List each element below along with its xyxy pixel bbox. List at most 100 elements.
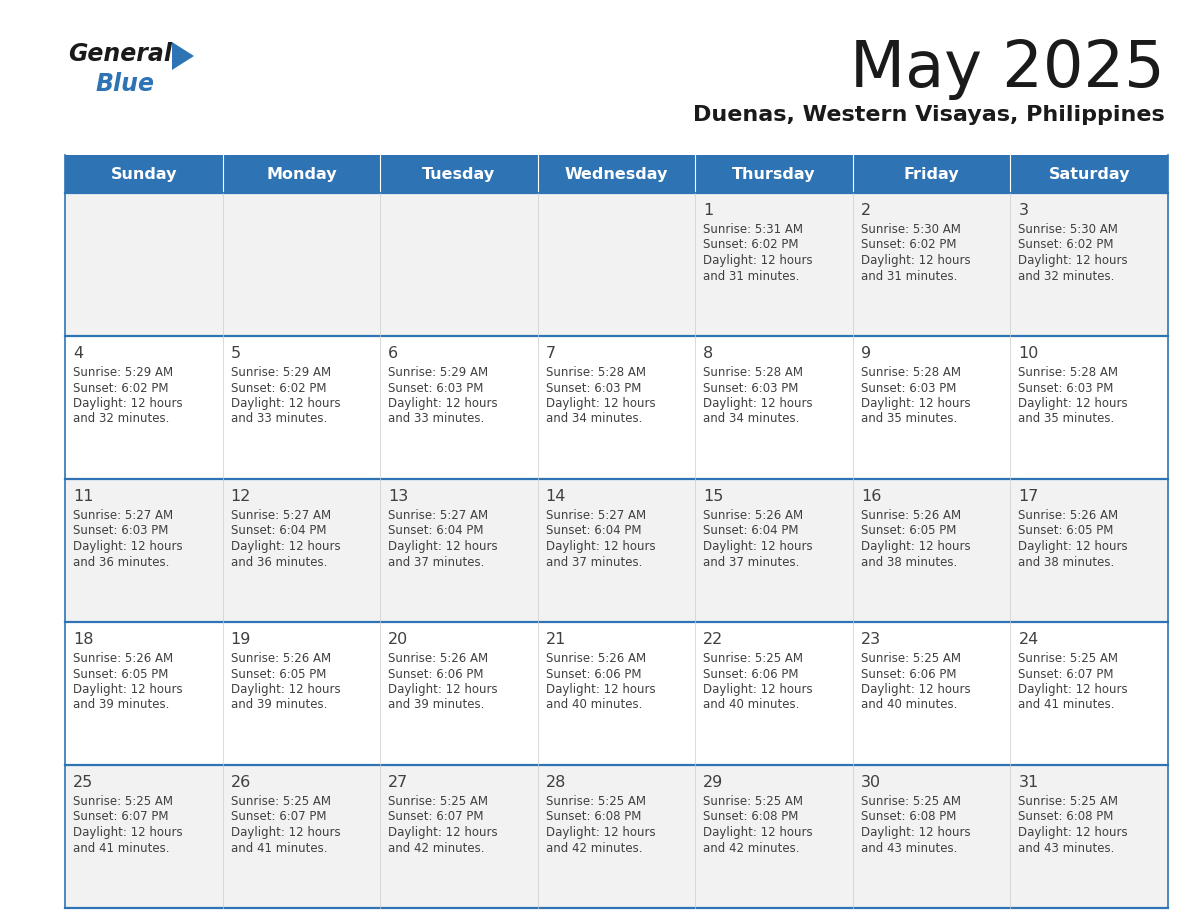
Text: 4: 4 <box>72 346 83 361</box>
Text: Daylight: 12 hours: Daylight: 12 hours <box>388 397 498 410</box>
Text: 31: 31 <box>1018 775 1038 790</box>
Text: Daylight: 12 hours: Daylight: 12 hours <box>72 397 183 410</box>
Text: Sunset: 6:07 PM: Sunset: 6:07 PM <box>230 811 326 823</box>
Text: May 2025: May 2025 <box>851 38 1165 100</box>
Text: Sunrise: 5:29 AM: Sunrise: 5:29 AM <box>230 366 330 379</box>
Text: Sunset: 6:03 PM: Sunset: 6:03 PM <box>388 382 484 395</box>
Text: Sunset: 6:05 PM: Sunset: 6:05 PM <box>861 524 956 538</box>
Text: 11: 11 <box>72 489 94 504</box>
Bar <box>222 155 380 193</box>
Text: 16: 16 <box>861 489 881 504</box>
Text: and 42 minutes.: and 42 minutes. <box>703 842 800 855</box>
Text: Sunset: 6:03 PM: Sunset: 6:03 PM <box>72 524 169 538</box>
Text: Sunset: 6:04 PM: Sunset: 6:04 PM <box>545 524 642 538</box>
Text: Daylight: 12 hours: Daylight: 12 hours <box>1018 683 1129 696</box>
Text: and 39 minutes.: and 39 minutes. <box>230 699 327 711</box>
Polygon shape <box>172 42 194 70</box>
Text: Sunrise: 5:28 AM: Sunrise: 5:28 AM <box>861 366 961 379</box>
Text: Sunset: 6:02 PM: Sunset: 6:02 PM <box>72 382 169 395</box>
Text: Sunrise: 5:27 AM: Sunrise: 5:27 AM <box>388 509 488 522</box>
Text: Daylight: 12 hours: Daylight: 12 hours <box>1018 826 1129 839</box>
Text: Daylight: 12 hours: Daylight: 12 hours <box>388 540 498 553</box>
Text: Sunset: 6:05 PM: Sunset: 6:05 PM <box>230 667 326 680</box>
Text: 21: 21 <box>545 632 567 647</box>
Text: Wednesday: Wednesday <box>564 166 668 182</box>
Text: Daylight: 12 hours: Daylight: 12 hours <box>230 683 340 696</box>
Text: Sunrise: 5:26 AM: Sunrise: 5:26 AM <box>72 652 173 665</box>
Text: Sunrise: 5:30 AM: Sunrise: 5:30 AM <box>861 223 961 236</box>
Text: Daylight: 12 hours: Daylight: 12 hours <box>703 540 813 553</box>
Text: Daylight: 12 hours: Daylight: 12 hours <box>388 683 498 696</box>
Text: and 37 minutes.: and 37 minutes. <box>388 555 485 568</box>
Text: Sunrise: 5:25 AM: Sunrise: 5:25 AM <box>703 652 803 665</box>
Text: Sunset: 6:03 PM: Sunset: 6:03 PM <box>861 382 956 395</box>
Text: Daylight: 12 hours: Daylight: 12 hours <box>703 826 813 839</box>
Bar <box>65 155 222 193</box>
Text: 10: 10 <box>1018 346 1038 361</box>
Text: Sunday: Sunday <box>110 166 177 182</box>
Text: Sunset: 6:08 PM: Sunset: 6:08 PM <box>861 811 956 823</box>
Text: 14: 14 <box>545 489 567 504</box>
Text: and 31 minutes.: and 31 minutes. <box>861 270 958 283</box>
Text: 8: 8 <box>703 346 714 361</box>
Bar <box>853 155 1011 193</box>
Text: Sunset: 6:04 PM: Sunset: 6:04 PM <box>230 524 326 538</box>
Text: and 33 minutes.: and 33 minutes. <box>388 412 485 426</box>
Text: Daylight: 12 hours: Daylight: 12 hours <box>1018 254 1129 267</box>
Text: and 42 minutes.: and 42 minutes. <box>545 842 643 855</box>
Text: Daylight: 12 hours: Daylight: 12 hours <box>545 826 656 839</box>
Text: Blue: Blue <box>96 72 154 96</box>
Text: Sunrise: 5:28 AM: Sunrise: 5:28 AM <box>1018 366 1118 379</box>
Bar <box>695 155 853 193</box>
Bar <box>538 155 695 193</box>
Text: Saturday: Saturday <box>1049 166 1130 182</box>
Text: Sunset: 6:02 PM: Sunset: 6:02 PM <box>861 239 956 252</box>
Text: Duenas, Western Visayas, Philippines: Duenas, Western Visayas, Philippines <box>694 105 1165 125</box>
Text: Sunrise: 5:25 AM: Sunrise: 5:25 AM <box>861 795 961 808</box>
Text: and 41 minutes.: and 41 minutes. <box>72 842 170 855</box>
Text: and 39 minutes.: and 39 minutes. <box>72 699 170 711</box>
Text: Daylight: 12 hours: Daylight: 12 hours <box>1018 397 1129 410</box>
Text: Sunset: 6:03 PM: Sunset: 6:03 PM <box>703 382 798 395</box>
Text: Thursday: Thursday <box>732 166 816 182</box>
Text: Sunrise: 5:29 AM: Sunrise: 5:29 AM <box>72 366 173 379</box>
Text: 6: 6 <box>388 346 398 361</box>
Text: and 34 minutes.: and 34 minutes. <box>703 412 800 426</box>
Bar <box>380 155 538 193</box>
Text: and 35 minutes.: and 35 minutes. <box>861 412 958 426</box>
Text: Sunrise: 5:30 AM: Sunrise: 5:30 AM <box>1018 223 1118 236</box>
Bar <box>65 622 1168 765</box>
Text: Sunrise: 5:26 AM: Sunrise: 5:26 AM <box>1018 509 1119 522</box>
Bar <box>65 336 1168 479</box>
Bar <box>65 479 1168 622</box>
Text: Sunrise: 5:28 AM: Sunrise: 5:28 AM <box>545 366 646 379</box>
Text: Daylight: 12 hours: Daylight: 12 hours <box>703 683 813 696</box>
Text: Daylight: 12 hours: Daylight: 12 hours <box>72 540 183 553</box>
Text: Sunset: 6:02 PM: Sunset: 6:02 PM <box>1018 239 1114 252</box>
Text: Sunset: 6:08 PM: Sunset: 6:08 PM <box>703 811 798 823</box>
Text: and 42 minutes.: and 42 minutes. <box>388 842 485 855</box>
Text: Sunrise: 5:25 AM: Sunrise: 5:25 AM <box>230 795 330 808</box>
Text: Daylight: 12 hours: Daylight: 12 hours <box>545 540 656 553</box>
Text: General: General <box>68 42 172 66</box>
Text: Daylight: 12 hours: Daylight: 12 hours <box>861 826 971 839</box>
Text: Sunrise: 5:25 AM: Sunrise: 5:25 AM <box>545 795 646 808</box>
Text: 20: 20 <box>388 632 409 647</box>
Text: Sunrise: 5:27 AM: Sunrise: 5:27 AM <box>545 509 646 522</box>
Text: Daylight: 12 hours: Daylight: 12 hours <box>545 683 656 696</box>
Text: Sunrise: 5:25 AM: Sunrise: 5:25 AM <box>703 795 803 808</box>
Text: 23: 23 <box>861 632 881 647</box>
Text: and 40 minutes.: and 40 minutes. <box>861 699 958 711</box>
Text: and 38 minutes.: and 38 minutes. <box>1018 555 1114 568</box>
Text: Sunset: 6:04 PM: Sunset: 6:04 PM <box>388 524 484 538</box>
Text: and 41 minutes.: and 41 minutes. <box>230 842 327 855</box>
Text: Sunrise: 5:25 AM: Sunrise: 5:25 AM <box>1018 795 1118 808</box>
Text: Sunset: 6:03 PM: Sunset: 6:03 PM <box>1018 382 1114 395</box>
Text: 5: 5 <box>230 346 241 361</box>
Text: Daylight: 12 hours: Daylight: 12 hours <box>72 826 183 839</box>
Text: Sunset: 6:08 PM: Sunset: 6:08 PM <box>545 811 642 823</box>
Text: Daylight: 12 hours: Daylight: 12 hours <box>861 540 971 553</box>
Text: Daylight: 12 hours: Daylight: 12 hours <box>230 540 340 553</box>
Text: Sunrise: 5:27 AM: Sunrise: 5:27 AM <box>72 509 173 522</box>
Text: Daylight: 12 hours: Daylight: 12 hours <box>703 397 813 410</box>
